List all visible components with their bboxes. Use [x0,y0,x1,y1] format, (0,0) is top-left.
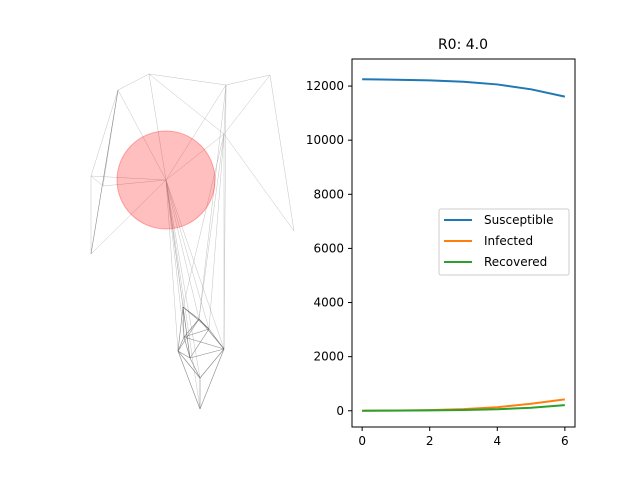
network-edge [148,73,225,135]
x-tick-label: 2 [426,434,434,448]
network-edge [90,175,104,187]
x-tick-label: 0 [358,434,366,448]
network-edge [198,133,225,320]
network-edge [189,357,201,379]
network-edge [223,133,295,232]
network-edge [177,350,201,379]
network-edge [165,84,227,181]
legend-box [438,208,570,276]
network-edge [198,84,227,320]
network-edge [117,73,150,91]
network-edge [182,306,185,338]
network-edge [148,73,227,86]
legend: Susceptible Infected Recovered [438,208,570,276]
legend-label: Infected [484,234,533,248]
network-edge [208,133,225,330]
network-edge [177,336,185,352]
network-edge [90,179,167,255]
infection-radius-circle [116,130,216,230]
network-edge [269,74,295,232]
network-edge [148,73,167,181]
network-edge [223,84,227,350]
legend-label: Recovered [484,255,547,269]
y-tick-label: 8000 [313,187,344,201]
network-edge [177,350,191,359]
network-edge [117,89,167,181]
network-edge [165,179,225,350]
network-edge [208,328,225,350]
network-edge [177,350,201,410]
network-edge [199,348,225,410]
network-edge [177,306,184,352]
network-edge [189,328,210,359]
network-edge [102,179,167,187]
axes-frame [351,58,576,428]
sir-chart: R0: 4.0 0 2 4 6020004000600080001000012000 … [306,37,576,448]
series-line-susceptible [362,78,566,98]
network-edge [225,74,271,86]
y-tick-label: 4000 [313,296,344,310]
series-line-recovered [362,404,565,412]
network-edge [189,348,225,359]
chart-title: R0: 4.0 [438,37,488,53]
network-edge [165,179,210,330]
network-edge [177,318,200,352]
network-edge [165,179,185,338]
network-edge [165,179,201,379]
x-tick-label: 4 [493,434,501,448]
legend-label: Susceptible [484,213,553,227]
y-tick-label: 6000 [313,241,344,255]
axis-ticks: 0 2 4 6 0 2000 4000 6000 8000 10000 12000 [306,79,569,448]
x-tick-label: 6 [561,434,569,448]
network-edge [165,179,201,410]
network-edge [90,89,119,177]
network-edge [198,318,225,350]
network-edge [182,306,210,330]
network-edge [165,179,200,320]
y-tick-label: 0 [336,404,344,418]
network-edge [199,348,225,379]
network-edge [90,175,167,181]
network-edge [102,89,119,187]
network-edge [182,306,191,359]
network-edge [165,179,179,352]
network-edge [183,336,225,350]
y-tick-label: 10000 [306,133,344,147]
plot-area [362,78,566,412]
network-edge [165,133,225,181]
network-edge [223,74,271,135]
network-graph [90,73,295,410]
network-edge [223,84,227,135]
y-tick-label: 12000 [306,79,344,93]
y-tick-label: 2000 [313,350,344,364]
